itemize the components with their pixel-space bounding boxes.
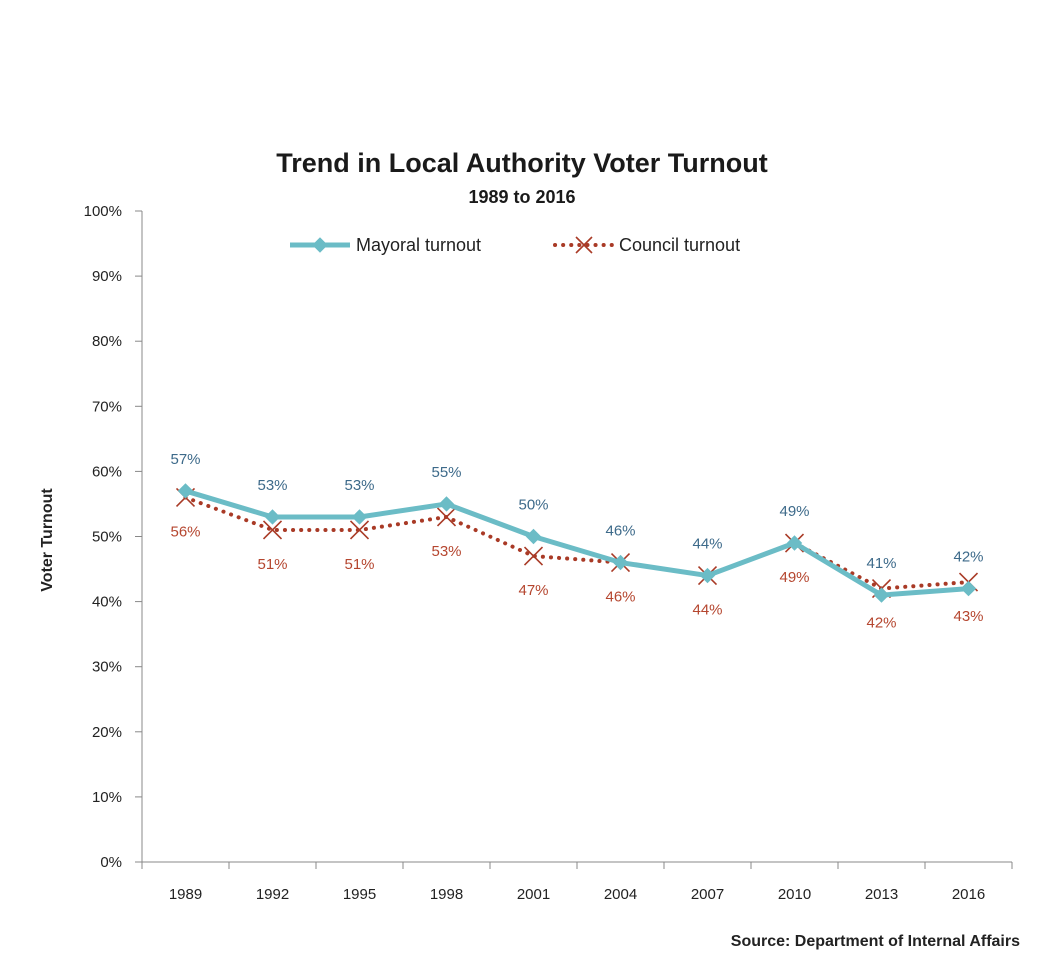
y-axis-label: Voter Turnout [39, 488, 56, 592]
data-point-x [575, 236, 593, 254]
x-marker-stroke [262, 520, 283, 540]
data-label: 44% [692, 536, 722, 553]
chart-title: Trend in Local Authority Voter Turnout [276, 148, 767, 178]
data-label: 51% [257, 556, 287, 573]
data-label: 46% [605, 523, 635, 540]
y-tick-label: 60% [92, 463, 122, 480]
series-council: 56% 51% 51% 53% 47% 46% 44% 49% 42% 43% [170, 487, 984, 632]
y-tick-label: 30% [92, 659, 122, 676]
y-tick-label: 0% [100, 854, 122, 871]
data-label: 44% [692, 602, 722, 619]
data-label: 49% [779, 503, 809, 520]
x-tick-label: 1989 [169, 886, 202, 903]
x-tick-label: 2001 [517, 886, 550, 903]
series-mayoral: 57% 53% 53% 55% 50% 46% 44% 49% 41% 42% [170, 451, 984, 603]
data-point-diamond [525, 528, 542, 545]
legend-item-mayoral: Mayoral turnout [290, 235, 481, 255]
series-line [183, 488, 971, 598]
data-label: 53% [257, 477, 287, 494]
data-point-x [436, 507, 457, 527]
data-point-diamond [612, 554, 629, 571]
source-note: Source: Department of Internal Affairs [731, 933, 1020, 950]
data-label: 49% [779, 569, 809, 586]
data-point-diamond [786, 535, 803, 551]
x-tick-label: 1995 [343, 886, 376, 903]
y-tick-label: 80% [92, 333, 122, 350]
data-label: 53% [431, 543, 461, 560]
data-label: 47% [518, 582, 548, 599]
data-label: 41% [866, 555, 896, 572]
x-tick-label: 2004 [604, 886, 637, 903]
data-label: 57% [170, 451, 200, 468]
axes: 0% 10% 20% 30% 40% 50% 60% 70% 80% 90% 100% 1989 199… [84, 203, 1013, 903]
x-marker-stroke [575, 236, 593, 254]
data-point-diamond [312, 237, 328, 253]
x-marker-stroke [523, 546, 544, 566]
x-marker-stroke [349, 520, 370, 540]
data-point-x [523, 546, 544, 566]
data-label: 42% [953, 549, 983, 566]
y-tick-label: 90% [92, 268, 122, 285]
legend: Mayoral turnout Council turnout [290, 235, 740, 255]
y-tick-label: 40% [92, 594, 122, 611]
data-label: 51% [344, 556, 374, 573]
data-label: 42% [866, 615, 896, 632]
x-marker-stroke [436, 507, 457, 527]
legend-item-council: Council turnout [553, 235, 740, 255]
y-tick-label: 100% [84, 203, 122, 220]
y-tick-label: 10% [92, 789, 122, 806]
y-tick-label: 20% [92, 724, 122, 741]
data-point-diamond [873, 587, 890, 603]
x-tick-label: 2016 [952, 886, 985, 903]
data-label: 43% [953, 608, 983, 625]
data-point-diamond [351, 509, 368, 525]
data-point-diamond [960, 580, 977, 597]
x-tick-label: 2007 [691, 886, 724, 903]
data-label: 53% [344, 477, 374, 494]
chart-subtitle: 1989 to 2016 [468, 187, 575, 207]
series-line [183, 495, 971, 591]
legend-label: Mayoral turnout [356, 235, 481, 255]
data-label: 50% [518, 497, 548, 514]
data-point-diamond [177, 483, 194, 499]
x-tick-label: 2013 [865, 886, 898, 903]
y-tick-label: 50% [92, 529, 122, 546]
data-point-x [262, 520, 283, 540]
x-tick-label: 1992 [256, 886, 289, 903]
data-label: 55% [431, 464, 461, 481]
data-point-diamond [264, 509, 281, 525]
legend-label: Council turnout [619, 235, 740, 255]
data-label: 56% [170, 523, 200, 540]
data-point-diamond [438, 496, 455, 512]
data-point-diamond [699, 567, 716, 584]
x-tick-label: 2010 [778, 886, 811, 903]
y-tick-label: 70% [92, 398, 122, 415]
series-layer: 56%51% 51%53%47% 46%44%49%42% 43%57%53% 53%5… [170, 451, 983, 632]
data-point-x [349, 520, 370, 540]
data-label: 46% [605, 589, 635, 606]
x-tick-label: 1998 [430, 886, 463, 903]
